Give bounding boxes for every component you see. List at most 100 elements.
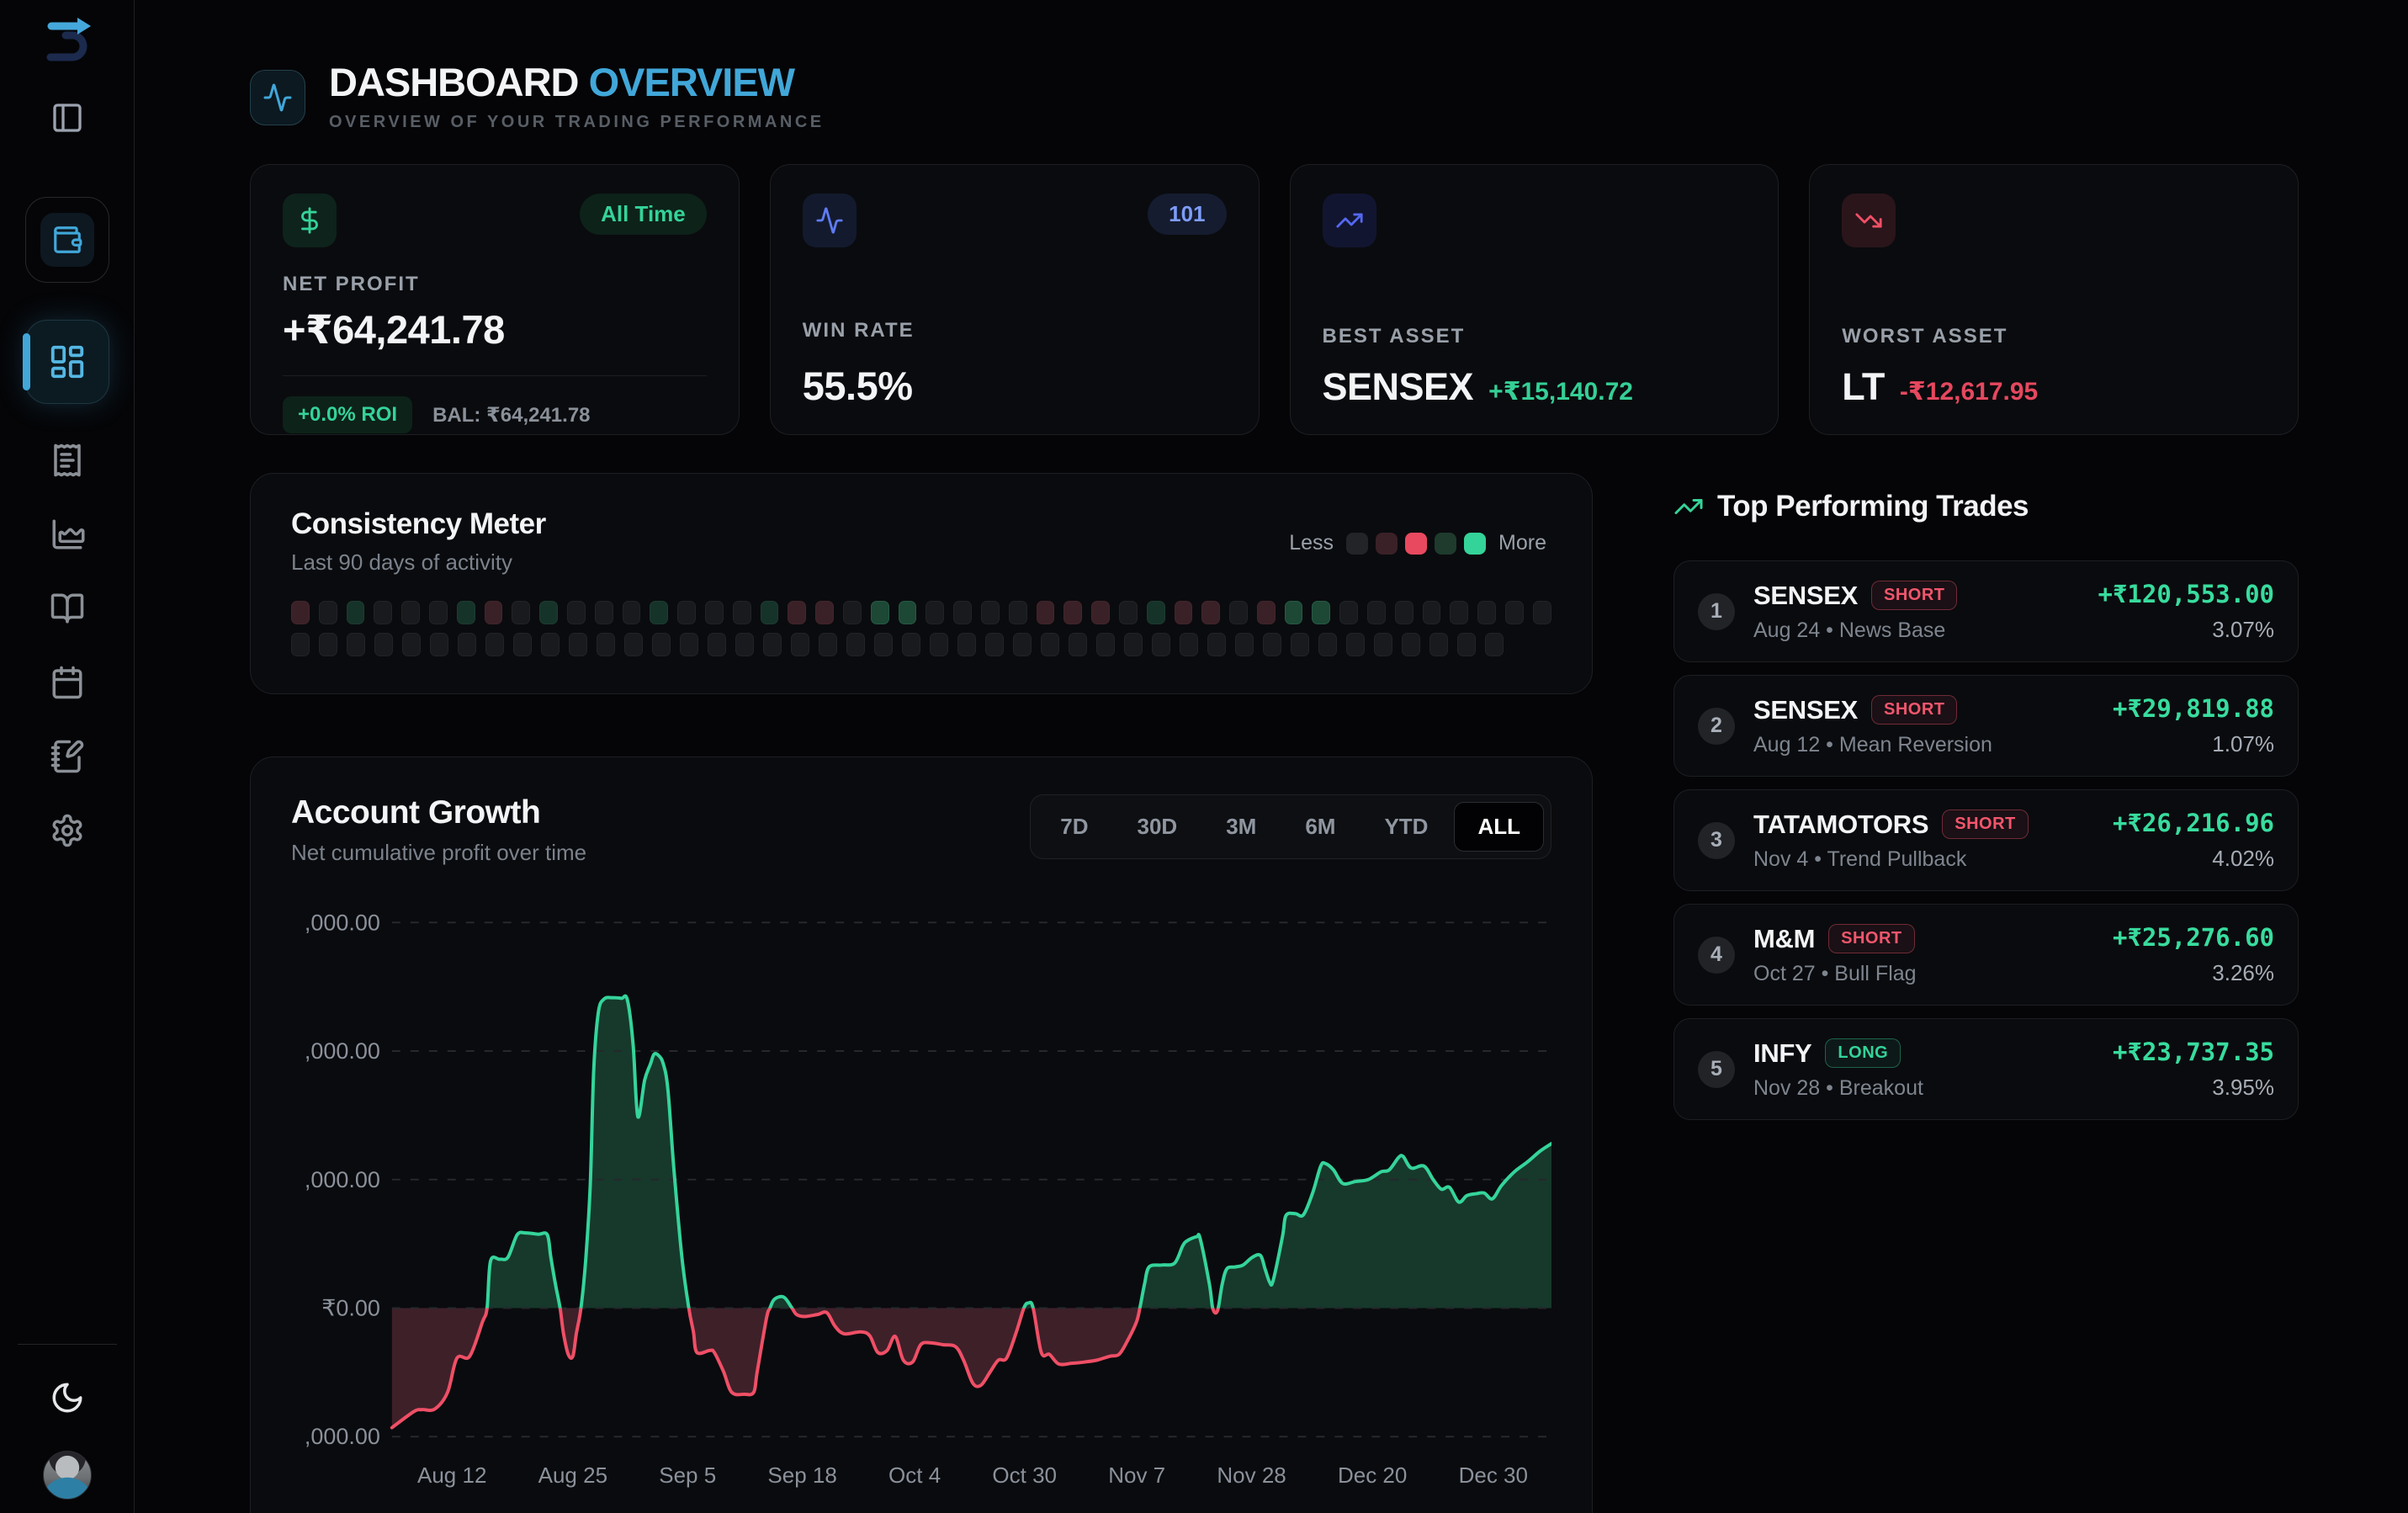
trade-detail: Nov 4 • Trend Pullback (1753, 847, 1967, 871)
activity-cell (926, 601, 945, 624)
user-avatar[interactable] (42, 1451, 92, 1500)
activity-cell (1008, 601, 1027, 624)
trade-detail: Aug 24 • News Base (1753, 618, 1946, 642)
activity-cell (594, 601, 613, 624)
activity-cell (1457, 633, 1476, 656)
growth-title: Account Growth (291, 794, 541, 831)
activity-cell (870, 601, 889, 624)
cumulative-profit-chart: ,000.00 ,000.00 ,000.00 ₹0.00 ,000.00 (305, 910, 1551, 1449)
trade-side-badge: SHORT (1828, 924, 1915, 953)
activity-cell (760, 601, 779, 624)
consistency-title: Consistency Meter (291, 507, 546, 540)
trade-profit: +₹23,737.35 (2112, 1038, 2274, 1066)
activity-cell (1096, 633, 1115, 656)
activity-cell (652, 633, 671, 656)
activity-cell (569, 633, 587, 656)
trade-profit: +₹120,553.00 (2098, 580, 2274, 608)
activity-cell (1174, 601, 1193, 624)
range-button-3m[interactable]: 3M (1203, 802, 1279, 852)
activity-cell (485, 633, 504, 656)
consistency-subtitle: Last 90 days of activity (291, 549, 513, 575)
trade-percent: 1.07% (2212, 731, 2274, 756)
activity-cell (1284, 601, 1303, 624)
settings-icon[interactable] (50, 813, 85, 848)
x-tick-label: Dec 30 (1458, 1463, 1528, 1489)
activity-cell (842, 601, 862, 624)
trade-detail: Oct 27 • Bull Flag (1753, 961, 1917, 985)
legend-more-label: More (1498, 531, 1546, 555)
activity-cell (374, 601, 393, 624)
page-title: DASHBOARD OVERVIEW (329, 60, 795, 104)
activity-cell (1180, 633, 1198, 656)
consistency-legend: Less More (1284, 531, 1551, 555)
trade-card[interactable]: 1 SENSEX SHORT Aug 24 • News Base +₹120,553.… (1673, 560, 2299, 662)
activity-cell (1124, 633, 1143, 656)
range-button-7d[interactable]: 7D (1037, 802, 1111, 852)
x-tick-label: Aug 25 (538, 1463, 608, 1489)
sidebar-nav (0, 135, 134, 848)
calendar-icon[interactable] (50, 665, 85, 700)
worst-asset-label: WORST ASSET (1842, 325, 2008, 348)
x-tick-label: Aug 12 (417, 1463, 487, 1489)
theme-toggle-button[interactable] (50, 1380, 85, 1415)
svg-text:₹0.00: ₹0.00 (321, 1295, 380, 1320)
svg-text:,000.00: ,000.00 (305, 1167, 380, 1192)
activity-cell (1207, 633, 1226, 656)
range-button-30d[interactable]: 30D (1115, 802, 1201, 852)
worst-asset-loss: -₹12,617.95 (1899, 378, 2039, 406)
trade-profit: +₹26,216.96 (2112, 809, 2274, 837)
svg-text:,000.00: ,000.00 (305, 1424, 380, 1449)
net-profit-value: +₹64,241.78 (283, 307, 505, 352)
trade-side-badge: SHORT (1870, 695, 1958, 725)
trade-side-badge: LONG (1825, 1038, 1901, 1068)
range-switcher: 7D 30D 3M 6M YTD ALL (1030, 794, 1551, 859)
activity-cell (1235, 633, 1254, 656)
trade-rank: 3 (1698, 821, 1735, 859)
activity-cell (791, 633, 809, 656)
activity-cell (1036, 601, 1055, 624)
x-axis-labels: Aug 12 Aug 25 Sep 5 Sep 18 Oct 4 Oct 30 Nov 7 N… (291, 1456, 1551, 1489)
consistency-row (291, 601, 1551, 624)
activity-cell (1477, 601, 1497, 624)
sidebar-item-dashboard[interactable] (22, 320, 109, 404)
activity-cell (512, 601, 531, 624)
worst-asset-card: WORST ASSET LT -₹12,617.95 (1809, 164, 2299, 435)
balance-text: BAL: ₹64,241.78 (432, 403, 591, 427)
activity-cell (1312, 601, 1331, 624)
trade-symbol: M&M (1753, 923, 1816, 953)
sidebar-item-wallet[interactable] (24, 197, 109, 283)
trade-card[interactable]: 4 M&M SHORT Oct 27 • Bull Flag +₹25,276.60 3.… (1673, 904, 2299, 1006)
logo-arrow-icon[interactable] (40, 15, 95, 64)
legend-swatch (1435, 532, 1457, 555)
toggle-sidebar-button[interactable] (50, 101, 84, 135)
notebook-pen-icon[interactable] (50, 739, 85, 774)
trade-card[interactable]: 5 INFY LONG Nov 28 • Breakout +₹23,737.35 3.9… (1673, 1018, 2299, 1120)
activity-cell (1256, 601, 1276, 624)
range-button-all[interactable]: ALL (1454, 802, 1544, 852)
range-button-ytd[interactable]: YTD (1361, 802, 1451, 852)
activity-cell (1146, 601, 1165, 624)
activity-cell (1339, 601, 1359, 624)
trade-rank: 1 (1698, 592, 1735, 630)
best-asset-symbol: SENSEX (1322, 365, 1474, 408)
x-tick-label: Nov 28 (1217, 1463, 1286, 1489)
book-open-icon[interactable] (50, 591, 85, 626)
activity-cell (318, 601, 337, 624)
activity-cell (815, 601, 834, 624)
main-content: DASHBOARD OVERVIEW OVERVIEW OF YOUR TRAD… (135, 0, 2408, 1513)
trade-side-badge: SHORT (1870, 581, 1958, 610)
activity-cell (541, 633, 560, 656)
growth-chart: ,000.00 ,000.00 ,000.00 ₹0.00 ,000.00 (291, 910, 1551, 1456)
consistency-grid (291, 601, 1551, 656)
range-button-6m[interactable]: 6M (1282, 802, 1358, 852)
receipt-icon[interactable] (50, 443, 85, 478)
trending-down-icon (1842, 194, 1896, 247)
trade-card[interactable]: 2 SENSEX SHORT Aug 12 • Mean Reversion +₹29,… (1673, 675, 2299, 777)
trade-card[interactable]: 3 TATAMOTORS SHORT Nov 4 • Trend Pullback +₹… (1673, 789, 2299, 891)
activity-cell (1450, 601, 1469, 624)
activity-cell (1118, 601, 1138, 624)
activity-cell (1422, 601, 1441, 624)
trade-percent: 3.95% (2212, 1075, 2274, 1100)
chart-area-icon[interactable] (50, 517, 85, 552)
top-trades-panel: Top Performing Trades 1 SENSEX SHORT Aug 24… (1673, 490, 2299, 1120)
